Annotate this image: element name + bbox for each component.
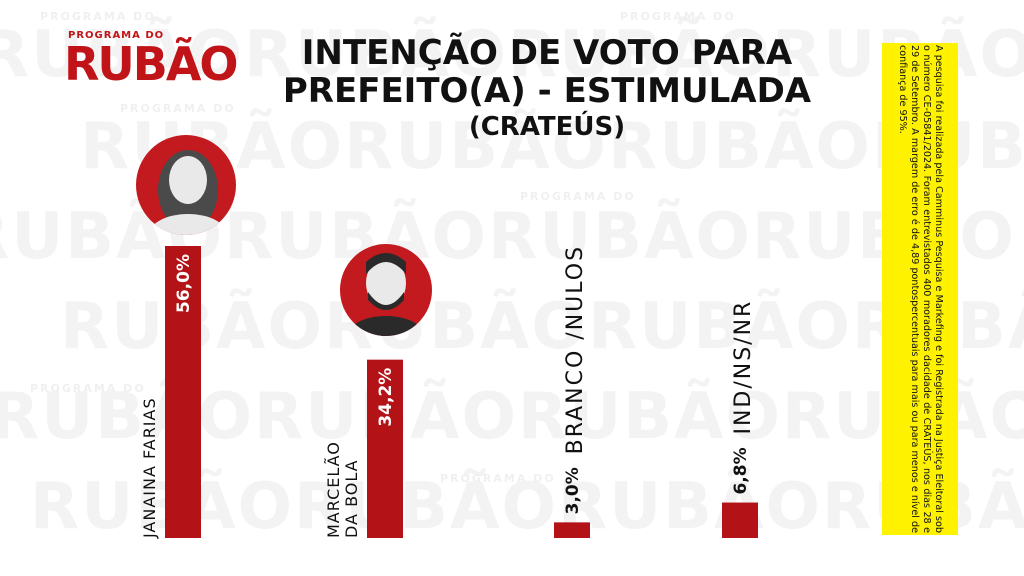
category-line: MARCELÃO [324, 441, 343, 538]
watermark-label: PROGRAMA DO [440, 472, 556, 485]
bar-3 [554, 522, 590, 538]
category-label-2: MARCELÃODA BOLA [324, 441, 361, 538]
category-line: IND/NS/NR [731, 300, 756, 435]
candidate-photo-man [340, 244, 432, 336]
value-label-3: 3,0% [563, 467, 583, 514]
chart-title-line2: PREFEITO(A) - ESTIMULADA [282, 71, 812, 111]
category-label-4: IND/NS/NR [731, 300, 756, 435]
watermark-row: RUBÃORUBÃORUBÃORUBÃO [80, 110, 1024, 184]
chart-title: INTENÇÃO DE VOTO PARA PREFEITO(A) - ESTI… [272, 34, 822, 110]
chart-subtitle: (CRATEÚS) [468, 112, 626, 142]
chart-title-line1: INTENÇÃO DE VOTO PARA [301, 33, 793, 73]
category-line: DA BOLA [342, 459, 361, 538]
bar-1 [165, 246, 201, 538]
category-line: JANAINA FARIAS [140, 397, 159, 539]
methodology-note: A pesquisa foi realizada pela Camminus P… [882, 43, 958, 535]
labels-layer: 56,0% JANAINA FARIAS 34,2% MARCELÃODA BOLA 3… [140, 245, 756, 539]
category-label-3: BRANCO /NULOS [563, 245, 588, 454]
category-line: BRANCO /NULOS [563, 245, 588, 454]
watermark-label: PROGRAMA DO [620, 10, 736, 23]
program-logo: PROGRAMA DO RUBÃO [64, 30, 239, 91]
value-label-2: 34,2% [376, 368, 396, 427]
logo-wordmark: RUBÃO [64, 37, 239, 91]
watermark-label: PROGRAMA DO [30, 382, 146, 395]
watermark-label: PROGRAMA DO [520, 190, 636, 203]
methodology-text: A pesquisa foi realizada pela Camminus P… [897, 45, 944, 533]
logo-tagline: PROGRAMA DO [68, 30, 165, 41]
value-label-1: 56,0% [174, 254, 194, 313]
candidate-photo-woman [136, 135, 236, 235]
category-label-1: JANAINA FARIAS [140, 397, 159, 539]
bar-2 [367, 359, 403, 538]
watermark-label: PROGRAMA DO [120, 102, 236, 115]
bars-layer [165, 246, 758, 538]
value-label-4: 6,8% [731, 447, 751, 494]
watermark-row: RUBÃORUBÃORUBÃORUBÃO [60, 290, 1024, 364]
watermark-row: RUBÃORUBÃORUBÃORUBÃO [0, 18, 1024, 92]
watermark-label: PROGRAMA DO [40, 10, 156, 23]
bar-4 [722, 502, 758, 538]
